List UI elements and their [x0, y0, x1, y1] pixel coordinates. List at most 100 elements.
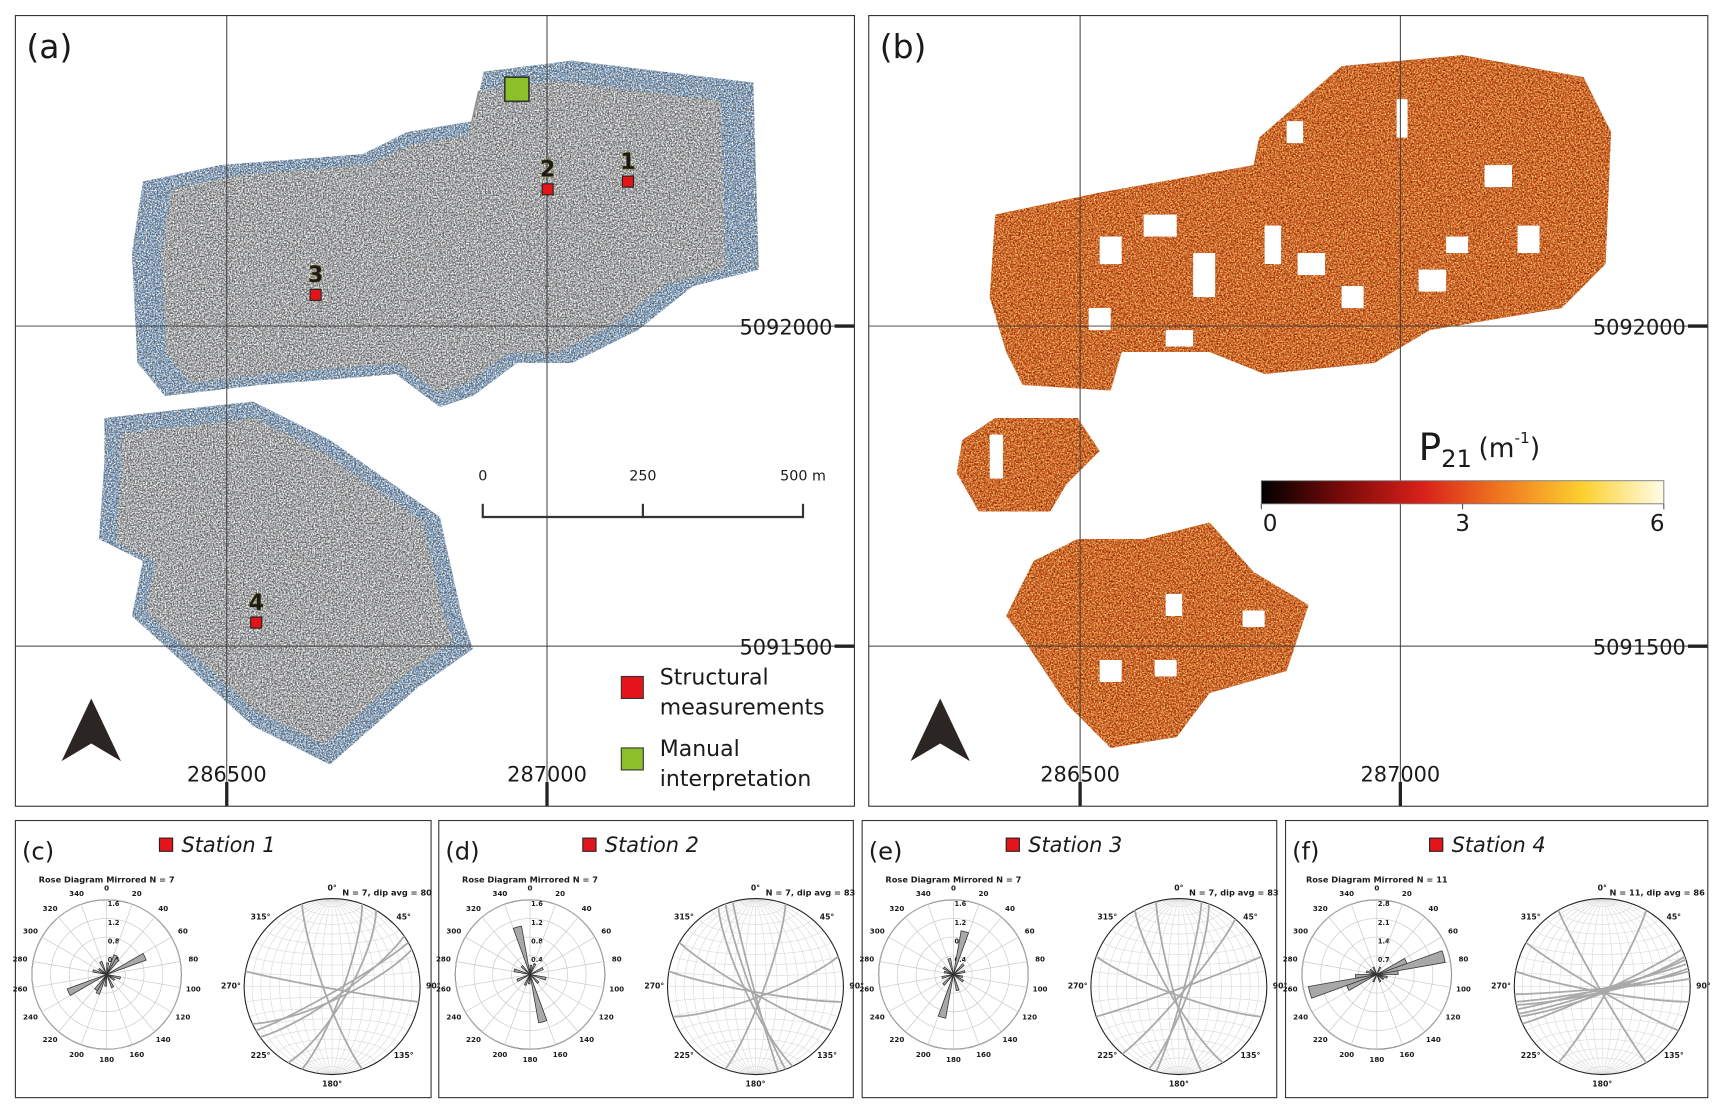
data-gap	[989, 434, 1003, 479]
rose-petal	[1307, 974, 1377, 999]
texture-dark	[956, 418, 1100, 512]
stereonet-label: 135°	[817, 1051, 837, 1060]
stereonet-label: 180°	[1592, 1079, 1612, 1088]
rose-direction-label: 0	[951, 884, 956, 893]
rose-spoke	[529, 974, 579, 1032]
stereonet-label: 0°	[328, 884, 337, 893]
rose-direction-label: 180	[946, 1055, 961, 1064]
rose-direction-label: 0	[528, 884, 533, 893]
rose-direction-label: 20	[132, 889, 142, 898]
stereonet-label: 180°	[746, 1079, 766, 1088]
great-circle	[668, 970, 843, 1003]
stereonet-label: 270°	[644, 982, 664, 991]
rose-ring-label: 1.2	[955, 919, 967, 927]
scale-label: 0	[478, 468, 487, 484]
stereonet-label: 315°	[251, 912, 271, 921]
north-arrow	[61, 698, 121, 762]
rose-direction-label: 240	[446, 1012, 461, 1021]
rose-direction-label: 320	[466, 904, 481, 913]
stereonet-label: 0°	[751, 884, 760, 893]
net-meridian	[251, 898, 333, 1075]
panel-label: (e)	[869, 837, 903, 865]
rose-spoke	[529, 961, 604, 975]
data-gap	[1418, 269, 1447, 292]
data-gap	[1154, 659, 1177, 677]
rose-direction-label: 140	[156, 1035, 171, 1044]
y-tick-label: 5092000	[1593, 315, 1686, 339]
rose-direction-label: 0	[104, 884, 109, 893]
rose-spoke	[32, 974, 107, 988]
texture-dark	[98, 401, 473, 765]
rose-petal	[520, 964, 531, 975]
x-tick-label: 287000	[507, 762, 587, 786]
rose-petal	[953, 974, 964, 979]
station-title: Station 1	[181, 833, 275, 857]
rose-spoke	[106, 974, 155, 1032]
rose-direction-label: 60	[1025, 927, 1035, 936]
rose-spoke	[879, 974, 954, 988]
stereonet-caption: N = 7, dip avg = 80	[342, 888, 432, 898]
stereonet-label: 90°	[426, 982, 441, 991]
stereonet-label: 90°	[1273, 982, 1288, 991]
great-circle	[301, 903, 363, 1070]
rose-direction-label: 100	[1033, 984, 1048, 993]
data-gap	[1297, 253, 1326, 276]
data-gap	[1286, 121, 1304, 144]
rose-petal	[943, 970, 954, 975]
rose-direction-label: 20	[555, 889, 565, 898]
rose-direction-label: 140	[579, 1035, 594, 1044]
rose-direction-label: 20	[1402, 889, 1412, 898]
station-title: Station 4	[1452, 833, 1546, 857]
stereonet-label: 225°	[1097, 1051, 1117, 1060]
stereonet-label: 225°	[1521, 1051, 1541, 1060]
great-circle	[1095, 955, 1262, 1018]
data-gap	[1264, 225, 1282, 265]
rose-spoke	[1376, 974, 1403, 1045]
north-arrow	[910, 698, 970, 762]
rose-petal	[1376, 974, 1382, 983]
data-gap	[1446, 236, 1469, 254]
legend-label: measurements	[660, 695, 825, 720]
great-circle	[724, 903, 787, 1070]
data-gap	[1193, 253, 1216, 298]
rose-direction-label: 40	[582, 904, 592, 913]
great-circle	[1557, 910, 1647, 1064]
great-circle	[245, 970, 419, 1003]
rose-ring-label: 0.7	[1378, 956, 1390, 964]
rose-spoke	[953, 961, 1028, 975]
rose-direction-label: 180	[99, 1055, 114, 1064]
great-circle	[724, 903, 787, 1070]
map-a	[15, 15, 855, 807]
rose-direction-label: 260	[436, 984, 451, 993]
net-meridian	[683, 898, 756, 1075]
great-circle	[1095, 955, 1262, 1018]
station-marker	[541, 183, 554, 196]
rose-direction-label: 320	[889, 904, 904, 913]
rose-petal	[523, 974, 531, 986]
rose-petal	[941, 974, 954, 979]
y-tick-label: 5092000	[739, 315, 832, 339]
texture-dark	[989, 55, 1612, 391]
rose-petal	[516, 974, 531, 983]
station-frame	[861, 819, 1278, 1099]
rose-petal	[104, 974, 108, 987]
rose-spoke	[879, 961, 954, 975]
rose-spoke	[888, 974, 954, 1013]
net-meridian	[1107, 898, 1179, 1075]
colorbar-label: 3	[1455, 511, 1470, 537]
legend-label: Structural	[660, 666, 769, 691]
colorbar-title-part: )	[1530, 433, 1540, 463]
station-frame	[1284, 819, 1709, 1099]
stereonet-label: 225°	[674, 1051, 694, 1060]
rose-direction-label: 260	[13, 984, 28, 993]
overlay: 286500 287000 5091500 5092000 286500 287000 50…	[13, 15, 1711, 1099]
station-number: 3	[308, 263, 323, 288]
rose-spoke	[465, 936, 531, 975]
station-marker	[158, 837, 174, 852]
rose-direction-label: 40	[158, 904, 168, 913]
rose-petal	[106, 974, 115, 989]
station-frame	[14, 819, 432, 1099]
great-circle	[678, 941, 832, 1032]
rose-spoke	[1350, 904, 1378, 975]
